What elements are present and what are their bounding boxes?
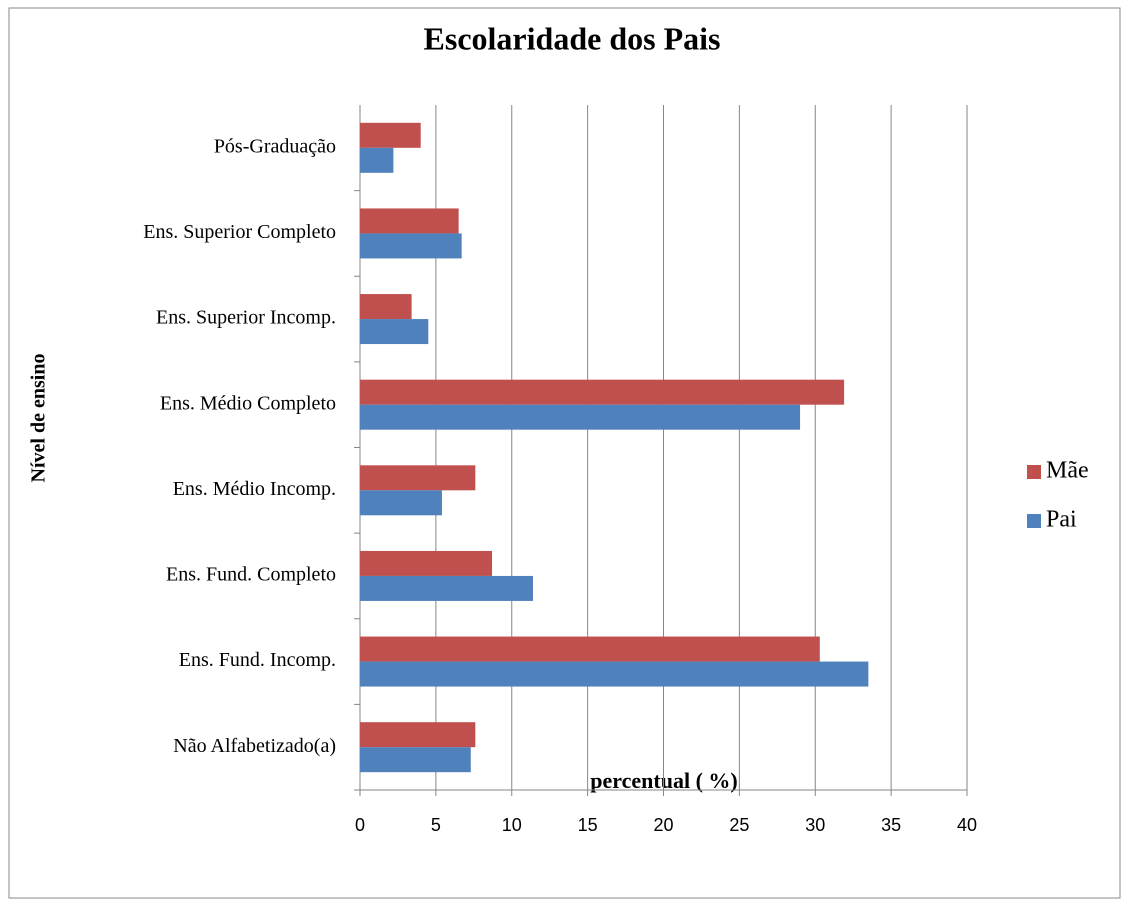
bar (360, 722, 476, 748)
y-axis-label: Nível de ensino (28, 354, 50, 483)
bar (360, 636, 820, 662)
y-tick-label: Ens. Fund. Incomp. (179, 649, 336, 671)
y-tick-label: Não Alfabetizado(a) (173, 735, 336, 757)
bar (360, 404, 801, 430)
chart-title: Escolaridade dos Pais (424, 20, 721, 56)
y-tick-label: Ens. Superior Completo (143, 221, 336, 243)
bar (360, 550, 493, 576)
bar (360, 379, 845, 405)
bar (360, 575, 533, 601)
bar (360, 122, 421, 148)
x-tick-label: 0 (355, 815, 365, 835)
bar (360, 661, 869, 687)
x-tick-label: 5 (431, 815, 441, 835)
y-tick-label: Ens. Médio Incomp. (173, 478, 336, 500)
y-tick-label: Ens. Superior Incomp. (156, 307, 336, 329)
bar (360, 490, 442, 516)
x-tick-label: 25 (729, 815, 749, 835)
x-tick-label: 30 (805, 815, 825, 835)
legend-swatch (1027, 514, 1041, 528)
bar (360, 319, 429, 345)
bar (360, 465, 476, 491)
bar (360, 147, 394, 173)
bar (360, 208, 459, 234)
bar (360, 233, 462, 259)
legend-label: Pai (1046, 507, 1077, 533)
x-tick-label: 40 (957, 815, 977, 835)
y-tick-label: Ens. Fund. Completo (166, 564, 336, 586)
y-tick-label: Pós-Graduação (214, 135, 336, 157)
y-tick-label: Ens. Médio Completo (160, 392, 336, 414)
bar (360, 294, 412, 320)
chart-border (8, 7, 1121, 899)
bar (360, 747, 471, 773)
x-tick-label: 20 (653, 815, 673, 835)
legend-label: Mãe (1046, 458, 1089, 484)
legend-swatch (1027, 465, 1041, 479)
x-tick-label: 15 (578, 815, 598, 835)
x-tick-label: 10 (502, 815, 522, 835)
x-tick-label: 35 (881, 815, 901, 835)
